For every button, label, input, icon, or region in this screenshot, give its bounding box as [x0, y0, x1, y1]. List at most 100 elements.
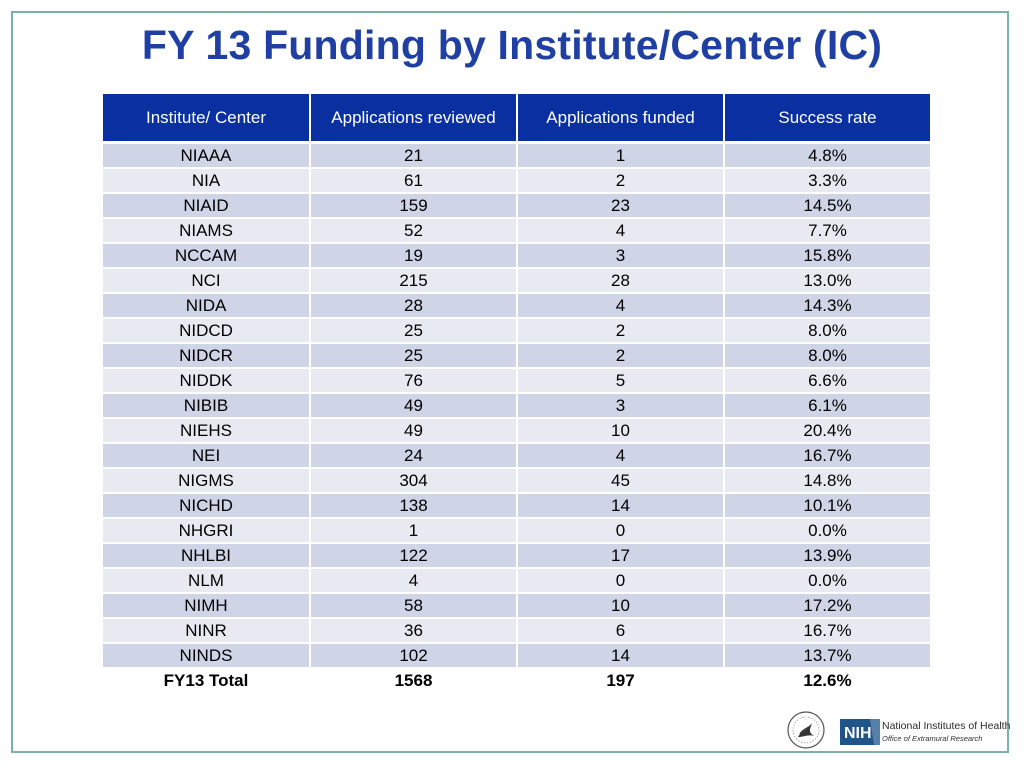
header-institute: Institute/ Center	[103, 94, 311, 144]
cell-success-rate: 17.2%	[724, 593, 930, 619]
cell-reviewed: 28	[310, 293, 518, 319]
cell-funded: 3	[517, 393, 725, 419]
cell-funded: 28	[517, 268, 725, 294]
cell-funded: 6	[517, 618, 725, 644]
cell-success-rate: 0.0%	[724, 518, 930, 544]
cell-reviewed: 49	[310, 393, 518, 419]
table-body: NIAAA 21 1 4.8% NIA 61 2 3.3% NIAID 159 23 14.5% NIA…	[103, 142, 930, 694]
cell-reviewed: 58	[310, 593, 518, 619]
total-cell-reviewed: 1568	[310, 668, 518, 694]
table-row: NLM 4 0 0.0%	[103, 568, 930, 594]
cell-funded: 10	[517, 593, 725, 619]
cell-reviewed: 76	[310, 368, 518, 394]
cell-reviewed: 159	[310, 193, 518, 219]
nih-office: Office of Extramural Research	[882, 734, 983, 743]
cell-reviewed: 61	[310, 168, 518, 194]
cell-institute: NHLBI	[103, 543, 311, 569]
table-row: NHGRI 1 0 0.0%	[103, 518, 930, 544]
table-row: NEI 24 4 16.7%	[103, 443, 930, 469]
header-applications-funded: Applications funded	[517, 94, 725, 144]
cell-funded: 10	[517, 418, 725, 444]
cell-reviewed: 52	[310, 218, 518, 244]
cell-success-rate: 8.0%	[724, 318, 930, 344]
table-row: NIBIB 49 3 6.1%	[103, 393, 930, 419]
cell-funded: 45	[517, 468, 725, 494]
cell-reviewed: 25	[310, 343, 518, 369]
table-row: NIMH 58 10 17.2%	[103, 593, 930, 619]
cell-institute: NHGRI	[103, 518, 311, 544]
cell-institute: NIDCD	[103, 318, 311, 344]
table-row: NIDA 28 4 14.3%	[103, 293, 930, 319]
total-row: FY13 Total 1568 197 12.6%	[103, 668, 930, 694]
nih-logo-icon: NIH	[840, 719, 880, 745]
cell-institute: NIEHS	[103, 418, 311, 444]
table-row: NICHD 138 14 10.1%	[103, 493, 930, 519]
cell-reviewed: 304	[310, 468, 518, 494]
header-applications-reviewed: Applications reviewed	[310, 94, 518, 144]
cell-reviewed: 25	[310, 318, 518, 344]
total-cell-success-rate: 12.6%	[724, 668, 930, 694]
header-success-rate: Success rate	[724, 94, 930, 144]
cell-success-rate: 7.7%	[724, 218, 930, 244]
cell-reviewed: 1	[310, 518, 518, 544]
cell-institute: NIDDK	[103, 368, 311, 394]
cell-institute: NINDS	[103, 643, 311, 669]
table-row: NIEHS 49 10 20.4%	[103, 418, 930, 444]
cell-success-rate: 14.8%	[724, 468, 930, 494]
cell-institute: NIAAA	[103, 142, 311, 169]
cell-success-rate: 13.7%	[724, 643, 930, 669]
cell-institute: NIGMS	[103, 468, 311, 494]
table-row: NIAID 159 23 14.5%	[103, 193, 930, 219]
cell-reviewed: 4	[310, 568, 518, 594]
cell-success-rate: 14.5%	[724, 193, 930, 219]
table-row: NINR 36 6 16.7%	[103, 618, 930, 644]
cell-success-rate: 0.0%	[724, 568, 930, 594]
cell-institute: NIDCR	[103, 343, 311, 369]
nih-badge-text: NIH	[844, 725, 872, 742]
cell-success-rate: 4.8%	[724, 142, 930, 169]
nih-name: National Institutes of Health	[882, 720, 1011, 732]
cell-reviewed: 36	[310, 618, 518, 644]
cell-institute: NIA	[103, 168, 311, 194]
cell-institute: NIMH	[103, 593, 311, 619]
cell-funded: 2	[517, 168, 725, 194]
cell-success-rate: 20.4%	[724, 418, 930, 444]
cell-institute: NIAMS	[103, 218, 311, 244]
cell-reviewed: 19	[310, 243, 518, 269]
cell-success-rate: 6.6%	[724, 368, 930, 394]
cell-funded: 4	[517, 218, 725, 244]
table-row: NCCAM 19 3 15.8%	[103, 243, 930, 269]
cell-success-rate: 13.0%	[724, 268, 930, 294]
cell-institute: NIDA	[103, 293, 311, 319]
cell-institute: NCI	[103, 268, 311, 294]
table-row: NIDCD 25 2 8.0%	[103, 318, 930, 344]
cell-institute: NIBIB	[103, 393, 311, 419]
cell-funded: 14	[517, 493, 725, 519]
cell-institute: NLM	[103, 568, 311, 594]
cell-reviewed: 102	[310, 643, 518, 669]
cell-success-rate: 13.9%	[724, 543, 930, 569]
slide-frame	[11, 11, 1009, 753]
cell-funded: 23	[517, 193, 725, 219]
cell-institute: NINR	[103, 618, 311, 644]
table-header: Institute/ Center Applications reviewed …	[103, 94, 930, 144]
total-cell-institute: FY13 Total	[103, 668, 311, 694]
cell-reviewed: 122	[310, 543, 518, 569]
cell-funded: 5	[517, 368, 725, 394]
cell-funded: 2	[517, 318, 725, 344]
cell-funded: 4	[517, 293, 725, 319]
cell-funded: 2	[517, 343, 725, 369]
cell-success-rate: 8.0%	[724, 343, 930, 369]
cell-funded: 1	[517, 142, 725, 169]
cell-success-rate: 15.8%	[724, 243, 930, 269]
cell-institute: NCCAM	[103, 243, 311, 269]
cell-funded: 0	[517, 568, 725, 594]
funding-table: Institute/ Center Applications reviewed …	[103, 94, 930, 694]
cell-reviewed: 138	[310, 493, 518, 519]
cell-reviewed: 215	[310, 268, 518, 294]
cell-institute: NEI	[103, 443, 311, 469]
cell-reviewed: 21	[310, 142, 518, 169]
cell-success-rate: 6.1%	[724, 393, 930, 419]
table-row: NIAAA 21 1 4.8%	[103, 142, 930, 169]
cell-institute: NIAID	[103, 193, 311, 219]
